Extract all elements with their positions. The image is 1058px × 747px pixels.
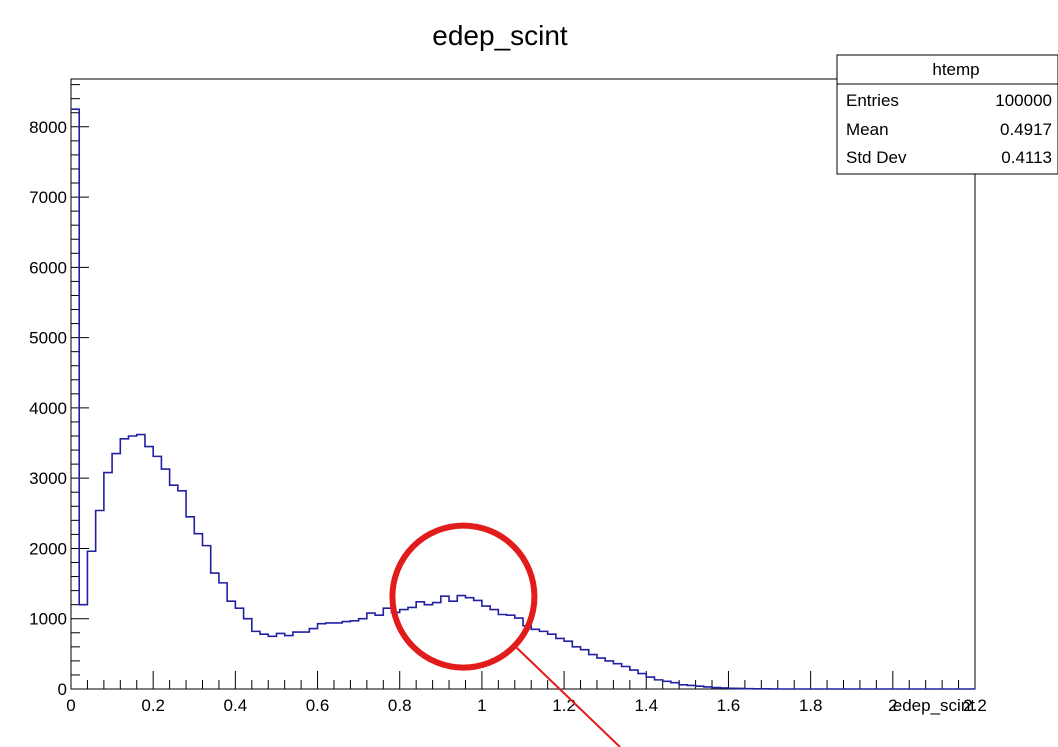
stats-box: htemp Entries 100000 Mean 0.4917 Std Dev… bbox=[836, 54, 1058, 175]
stats-box-frame bbox=[836, 54, 1058, 175]
y-tick-label: 2000 bbox=[29, 539, 67, 558]
y-tick-label: 6000 bbox=[29, 258, 67, 277]
highlight-pointer-line bbox=[513, 645, 621, 747]
y-tick-label: 0 bbox=[58, 680, 67, 699]
x-tick-label: 0.8 bbox=[388, 696, 412, 715]
x-axis-tick-labels: 0 0.2 0.4 0.6 0.8 1 1.2 1.4 1.6 1.8 2 2.2 bbox=[66, 696, 987, 715]
stats-box-name: htemp bbox=[932, 60, 979, 79]
stats-value-mean: 0.4917 bbox=[1000, 120, 1052, 139]
chart-title: edep_scint bbox=[432, 20, 568, 51]
peak-annotation bbox=[389, 522, 621, 747]
stats-value-entries: 100000 bbox=[995, 91, 1052, 110]
y-axis-tick-labels: 0 1000 2000 3000 4000 5000 6000 7000 8000 bbox=[29, 118, 67, 699]
x-tick-label: 1.2 bbox=[552, 696, 576, 715]
x-tick-label: 0.2 bbox=[141, 696, 165, 715]
x-tick-label: 0.6 bbox=[306, 696, 330, 715]
x-axis-ticks bbox=[70, 671, 976, 689]
x-tick-label: 1.8 bbox=[799, 696, 823, 715]
y-tick-label: 3000 bbox=[29, 469, 67, 488]
y-tick-label: 5000 bbox=[29, 329, 67, 348]
highlight-circle bbox=[389, 522, 538, 671]
stats-value-std-dev: 0.4113 bbox=[1001, 148, 1052, 167]
y-tick-label: 4000 bbox=[29, 399, 67, 418]
y-tick-label: 8000 bbox=[29, 118, 67, 137]
stats-label-mean: Mean bbox=[846, 120, 889, 139]
plot-frame bbox=[70, 78, 976, 690]
x-axis-title: edep_scint bbox=[893, 696, 976, 715]
x-tick-label: 1.6 bbox=[717, 696, 741, 715]
y-tick-label: 7000 bbox=[29, 188, 67, 207]
stats-label-std-dev: Std Dev bbox=[846, 148, 907, 167]
x-tick-label: 2 bbox=[888, 696, 897, 715]
x-tick-label: 0.4 bbox=[224, 696, 248, 715]
y-tick-label: 1000 bbox=[29, 610, 67, 629]
x-tick-label: 2.2 bbox=[963, 696, 987, 715]
histogram-series-line bbox=[71, 108, 975, 690]
stats-label-entries: Entries bbox=[846, 91, 899, 110]
x-tick-label: 0 bbox=[66, 696, 75, 715]
x-tick-label: 1.4 bbox=[634, 696, 658, 715]
x-tick-label: 1 bbox=[477, 696, 486, 715]
